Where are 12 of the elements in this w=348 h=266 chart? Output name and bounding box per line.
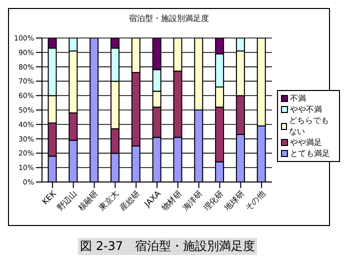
x-tick-label: 産総研 [118, 189, 142, 212]
x-tick-label: 東京大 [97, 189, 121, 212]
x-tick-label: 海洋研 [180, 189, 204, 212]
legend-label: どちらでもない [288, 115, 330, 137]
legend-label: やや満足 [289, 137, 323, 148]
x-tick-label: 物材研 [160, 189, 184, 212]
chart-title: 宿泊型・施設別満足度 [128, 13, 210, 24]
x-tick-label: その他 [244, 189, 267, 212]
legend-label: 不満 [289, 93, 307, 104]
caption: 図 2-37 宿泊型・施設別満足度 [78, 238, 258, 255]
legend-label: とても満足 [289, 148, 331, 159]
legend-label: やや不満 [289, 104, 323, 115]
